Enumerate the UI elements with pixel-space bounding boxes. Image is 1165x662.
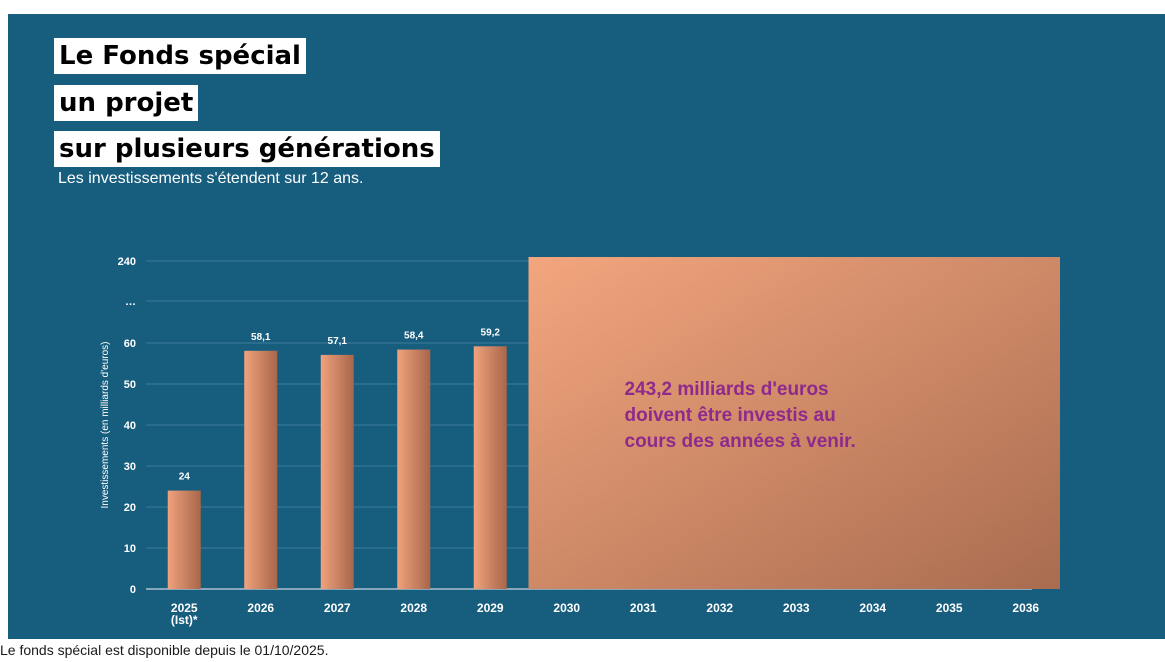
subtitle: Les investissements s'étendent sur 12 an…	[58, 170, 364, 187]
y-axis-label: Investissements (en milliards d'euros)	[100, 342, 111, 509]
data-label: 58,4	[404, 331, 424, 342]
x-tick-label: 2027	[324, 601, 351, 615]
y-tick-label: 10	[124, 543, 136, 555]
y-tick-label: 50	[124, 379, 136, 391]
x-tick-label: 2025 (Ist)*	[171, 601, 198, 627]
bar	[473, 346, 507, 589]
x-tick-label: 2030	[553, 601, 580, 615]
data-label: 58,1	[251, 332, 271, 343]
title-line-2: un projet	[54, 85, 199, 121]
bar	[320, 354, 354, 589]
aggregate-callout: 243,2 milliards d'euros doivent être inve…	[625, 379, 856, 452]
x-tick-label: 2033	[783, 601, 810, 615]
bar	[244, 350, 278, 589]
title-line-3: sur plusieurs générations	[54, 131, 440, 167]
data-label: 59,2	[481, 327, 501, 338]
data-label: 24	[179, 472, 191, 483]
bar	[167, 490, 201, 589]
y-tick-label: 40	[124, 420, 136, 432]
y-tick-label: 20	[124, 502, 136, 514]
x-tick-label: 2034	[859, 601, 886, 615]
title-line-1: Le Fonds spécial	[54, 38, 306, 74]
y-tick-label: 60	[124, 338, 136, 350]
y-tick-label: 30	[124, 461, 136, 473]
x-tick-label: 2026	[247, 601, 274, 615]
x-tick-label: 2032	[706, 601, 733, 615]
x-tick-label: 2035	[936, 601, 963, 615]
footer-note: Le fonds spécial est disponible depuis l…	[0, 642, 329, 658]
y-tick-label: 240	[118, 256, 136, 268]
x-tick-label: 2028	[400, 601, 427, 615]
x-tick-label: 2031	[630, 601, 657, 615]
data-label: 57,1	[328, 336, 348, 347]
x-tick-label: 2036	[1012, 601, 1039, 615]
y-tick-label: 0	[130, 584, 136, 596]
y-tick-label: …	[125, 296, 136, 308]
bar	[397, 349, 431, 589]
aggregate-block	[528, 257, 1060, 589]
x-tick-label: 2029	[477, 601, 504, 615]
